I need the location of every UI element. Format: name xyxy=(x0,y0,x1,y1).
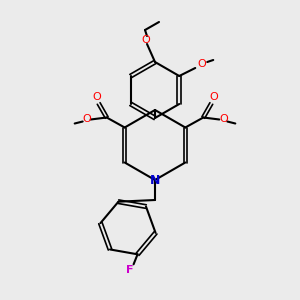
Text: O: O xyxy=(142,35,150,45)
Text: O: O xyxy=(82,115,91,124)
Text: O: O xyxy=(209,92,218,101)
Text: F: F xyxy=(126,265,133,275)
Text: O: O xyxy=(219,115,228,124)
Text: N: N xyxy=(150,173,160,187)
Text: O: O xyxy=(92,92,101,101)
Text: O: O xyxy=(198,59,207,69)
